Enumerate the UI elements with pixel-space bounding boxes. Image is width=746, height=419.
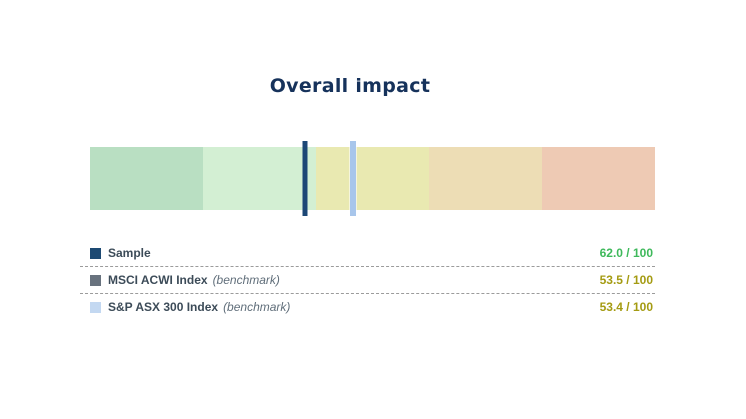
legend-row-msci-acwi: MSCI ACWI Index (benchmark) 53.5 / 100 — [80, 267, 655, 293]
chart-title: Overall impact — [269, 75, 431, 97]
legend-row-sample: Sample 62.0 / 100 — [80, 240, 655, 266]
legend-suffix-msci-acwi: (benchmark) — [212, 273, 280, 287]
marker-sample — [302, 141, 308, 216]
score-gauge-bar — [90, 141, 655, 216]
legend: Sample 62.0 / 100 MSCI ACWI Index (bench… — [80, 240, 655, 320]
msci-acwi-swatch-icon — [90, 274, 101, 286]
legend-label-msci-acwi: MSCI ACWI Index — [108, 273, 208, 287]
legend-suffix-sp-asx-300: (benchmark) — [223, 300, 291, 314]
legend-value-sp-asx-300: 53.4 / 100 — [599, 300, 653, 314]
gauge-band-quintile-20-0 — [542, 147, 655, 210]
legend-label-sp-asx-300: S&P ASX 300 Index — [108, 300, 219, 314]
legend-value-sample: 62.0 / 100 — [599, 246, 653, 260]
legend-separator — [80, 293, 655, 294]
sp-asx-300-swatch-icon — [90, 301, 101, 313]
legend-label-sample: Sample — [108, 246, 151, 260]
legend-row-sp-asx-300: S&P ASX 300 Index (benchmark) 53.4 / 100 — [80, 294, 655, 320]
gauge-band-quintile-100-80 — [90, 147, 203, 210]
gauge-band-quintile-80-60 — [203, 147, 316, 210]
gauge-band-quintile-60-40 — [316, 147, 429, 210]
gauge-band-quintile-40-20 — [429, 147, 542, 210]
marker-s-p-asx-300-index — [350, 141, 357, 216]
legend-separator — [80, 266, 655, 267]
legend-value-msci-acwi: 53.5 / 100 — [599, 273, 653, 287]
sample-swatch-icon — [90, 247, 101, 259]
